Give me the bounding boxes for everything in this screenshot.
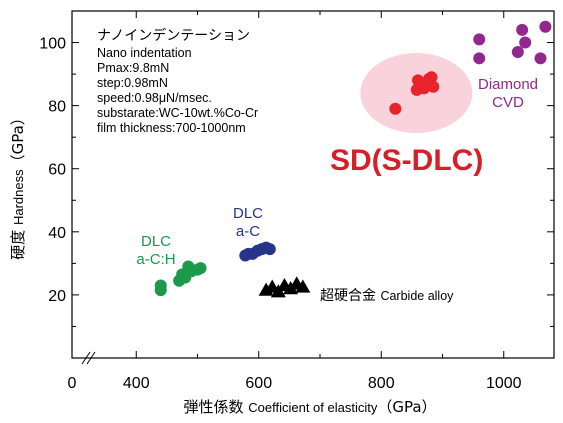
conditions-line: film thickness:700-1000nm [97,121,246,135]
conditions-line: step:0.98mN [97,76,168,90]
series-label-dlc-ach: a-C:H [136,251,175,268]
x-axis-break-mark [81,351,96,365]
series-label-diamond: Diamond [478,76,538,93]
data-point [427,80,440,93]
data-point [295,279,311,293]
plot-frame [71,10,555,359]
conditions-line: speed:0.98μN/msec. [97,91,212,105]
x-axis-title: 弾性係数 Coefficient of elasticity（GPa） [183,398,436,416]
x-tick-label: 800 [368,375,395,392]
y-tick-label: 40 [48,225,66,242]
conditions-line: Pmax:9.8mN [97,61,169,75]
conditions-title-jp: ナノインデンテーション [97,27,250,44]
conditions-line: Nano indentation [97,46,192,60]
x-tick-label: 0 [68,375,77,392]
series-label-sd: SD(S-DLC) [330,144,483,177]
y-tick-label: 20 [48,288,66,305]
data-point [263,243,276,256]
data-point [194,262,207,275]
conditions-note: ナノインデンテーション Nano indentation Pmax:9.8mN … [97,27,258,135]
y-axis-title-unit: （GPa） [9,110,27,169]
data-point [389,102,402,115]
data-point [511,46,524,59]
series-label-dlc-ac: DLC [233,205,263,222]
data-point [519,36,532,49]
y-tick-label: 100 [39,36,66,53]
x-axis-title-en: Coefficient of elasticity [248,400,378,415]
data-point [425,71,438,84]
data-point [154,279,167,292]
points-layer [154,20,552,298]
data-point [516,23,529,36]
conditions-line: substarate:WC-10wt.%Co-Cr [97,106,258,120]
y-axis-title: 硬度 Hardness（GPa） [9,110,27,260]
x-tick-label: 600 [245,375,272,392]
y-tick-label: 60 [48,162,66,179]
data-point [473,33,486,46]
data-point [473,52,486,65]
series-label-carbide-en: Carbide alloy [380,289,454,303]
y-tick-label: 80 [48,99,66,116]
y-axis-title-jp: 硬度 [9,230,27,260]
y-axis-title-en: Hardness [11,169,26,225]
x-axis-title-jp: 弾性係数 [183,398,243,416]
series-label-carbide-jp: 超硬合金 [320,288,376,304]
data-point [534,52,547,65]
series-label-diamond: CVD [492,94,524,111]
series-label-dlc-ac: a-C [236,223,260,240]
x-tick-label: 1000 [486,375,522,392]
x-tick-label: 400 [123,375,150,392]
x-axis-title-unit: （GPa） [377,398,436,416]
data-point [418,82,431,95]
data-point [539,20,552,33]
series-label-dlc-ach: DLC [141,233,171,250]
series-label-carbide: 超硬合金 Carbide alloy [320,288,454,304]
